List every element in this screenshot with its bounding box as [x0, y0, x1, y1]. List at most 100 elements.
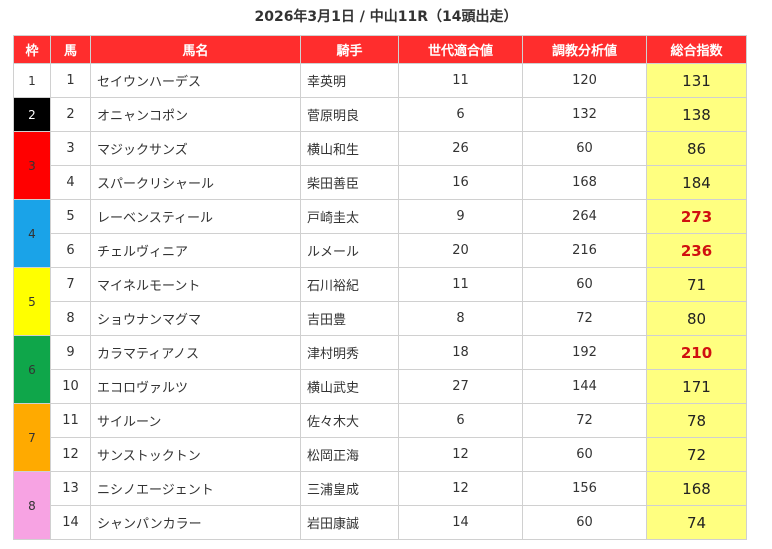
column-header: 総合指数: [646, 35, 747, 64]
column-header: 調教分析値: [522, 35, 647, 64]
frame-cell: 1: [13, 63, 51, 98]
jockey: 岩田康誠: [300, 505, 399, 540]
generation-value: 27: [398, 369, 523, 404]
horse-name: セイウンハーデス: [90, 63, 301, 98]
column-header: 馬: [50, 35, 91, 64]
frame-cell: 3: [13, 131, 51, 200]
horse-number: 11: [50, 403, 91, 438]
horse-number: 4: [50, 165, 91, 200]
table-row: 6 チェルヴィニア ルメール 20 216 236: [14, 233, 747, 268]
jockey: 柴田善臣: [300, 165, 399, 200]
table-row: 4 スパークリシャール 柴田善臣 16 168 184: [14, 165, 747, 200]
training-value: 192: [522, 335, 647, 370]
table-row: 4 5 レーベンスティール 戸崎圭太 9 264 273: [13, 199, 747, 268]
horse-name: ショウナンマグマ: [90, 301, 301, 336]
total-index: 171: [646, 369, 747, 404]
table-row: 2 2 オニャンコポン 菅原明良 6 132 138: [13, 97, 747, 132]
total-index: 71: [646, 267, 747, 302]
horse-number: 13: [50, 471, 91, 506]
frame-cell: 7: [13, 403, 51, 472]
horse-number: 2: [50, 97, 91, 132]
total-index: 138: [646, 97, 747, 132]
training-value: 60: [522, 267, 647, 302]
horse-name: シャンパンカラー: [90, 505, 301, 540]
jockey: 吉田豊: [300, 301, 399, 336]
training-value: 168: [522, 165, 647, 200]
training-value: 60: [522, 505, 647, 540]
generation-value: 16: [398, 165, 523, 200]
table-row: 10 エコロヴァルツ 横山武史 27 144 171: [14, 369, 747, 404]
generation-value: 26: [398, 131, 523, 166]
table-row: 14 シャンパンカラー 岩田康誠 14 60 74: [14, 505, 747, 540]
generation-value: 9: [398, 199, 523, 234]
horse-number: 12: [50, 437, 91, 472]
horse-name: オニャンコポン: [90, 97, 301, 132]
column-header: 枠: [13, 35, 51, 64]
table-row: 8 13 ニシノエージェント 三浦皇成 12 156 168: [13, 471, 747, 540]
horse-number: 9: [50, 335, 91, 370]
jockey: 三浦皇成: [300, 471, 399, 506]
generation-value: 6: [398, 97, 523, 132]
horse-number: 1: [50, 63, 91, 98]
horse-name: カラマティアノス: [90, 335, 301, 370]
jockey: 幸英明: [300, 63, 399, 98]
horse-name: スパークリシャール: [90, 165, 301, 200]
training-value: 264: [522, 199, 647, 234]
training-value: 72: [522, 301, 647, 336]
horse-number: 14: [50, 505, 91, 540]
generation-value: 11: [398, 63, 523, 98]
total-index: 210: [646, 335, 747, 370]
jockey: 菅原明良: [300, 97, 399, 132]
training-value: 60: [522, 131, 647, 166]
frame-cell: 5: [13, 267, 51, 336]
horse-name: ニシノエージェント: [90, 471, 301, 506]
generation-value: 12: [398, 437, 523, 472]
horse-name: マイネルモーント: [90, 267, 301, 302]
total-index: 131: [646, 63, 747, 98]
training-value: 132: [522, 97, 647, 132]
training-value: 72: [522, 403, 647, 438]
horse-name: サンストックトン: [90, 437, 301, 472]
frame-cell: 4: [13, 199, 51, 268]
frame-cell: 2: [13, 97, 51, 132]
jockey: 松岡正海: [300, 437, 399, 472]
jockey: 戸崎圭太: [300, 199, 399, 234]
result-table: 枠馬馬名 騎手 世代適合値 調教分析値 総合指数 1 1 セイウンハーデス 幸英明 11 120 1…: [13, 35, 747, 540]
total-index: 72: [646, 437, 747, 472]
frame-cell: 8: [13, 471, 51, 540]
generation-value: 6: [398, 403, 523, 438]
generation-value: 20: [398, 233, 523, 268]
horse-number: 7: [50, 267, 91, 302]
table-row: 1 1 セイウンハーデス 幸英明 11 120 131: [13, 63, 747, 98]
total-index: 80: [646, 301, 747, 336]
header-row: 枠馬馬名 騎手 世代適合値 調教分析値 総合指数: [13, 35, 747, 64]
horse-name: レーベンスティール: [90, 199, 301, 234]
horse-number: 6: [50, 233, 91, 268]
jockey: 佐々木大: [300, 403, 399, 438]
training-value: 60: [522, 437, 647, 472]
total-index: 74: [646, 505, 747, 540]
total-index: 168: [646, 471, 747, 506]
generation-value: 14: [398, 505, 523, 540]
jockey: 津村明秀: [300, 335, 399, 370]
total-index: 184: [646, 165, 747, 200]
training-value: 216: [522, 233, 647, 268]
column-header: 騎手: [300, 35, 399, 64]
total-index: 86: [646, 131, 747, 166]
horse-number: 8: [50, 301, 91, 336]
horse-name: チェルヴィニア: [90, 233, 301, 268]
table-row: 7 11 サイルーン 佐々木大 6 72 78: [13, 403, 747, 472]
horse-name: エコロヴァルツ: [90, 369, 301, 404]
jockey: 石川裕紀: [300, 267, 399, 302]
generation-value: 8: [398, 301, 523, 336]
total-index: 236: [646, 233, 747, 268]
generation-value: 11: [398, 267, 523, 302]
table-row: 6 9 カラマティアノス 津村明秀 18 192 210: [13, 335, 747, 404]
table-row: 8 ショウナンマグマ 吉田豊 8 72 80: [14, 301, 747, 336]
horse-number: 3: [50, 131, 91, 166]
horse-number: 10: [50, 369, 91, 404]
page-title: 2026年3月1日 / 中山11R（14頭出走）: [254, 9, 518, 25]
horse-name: マジックサンズ: [90, 131, 301, 166]
training-value: 144: [522, 369, 647, 404]
